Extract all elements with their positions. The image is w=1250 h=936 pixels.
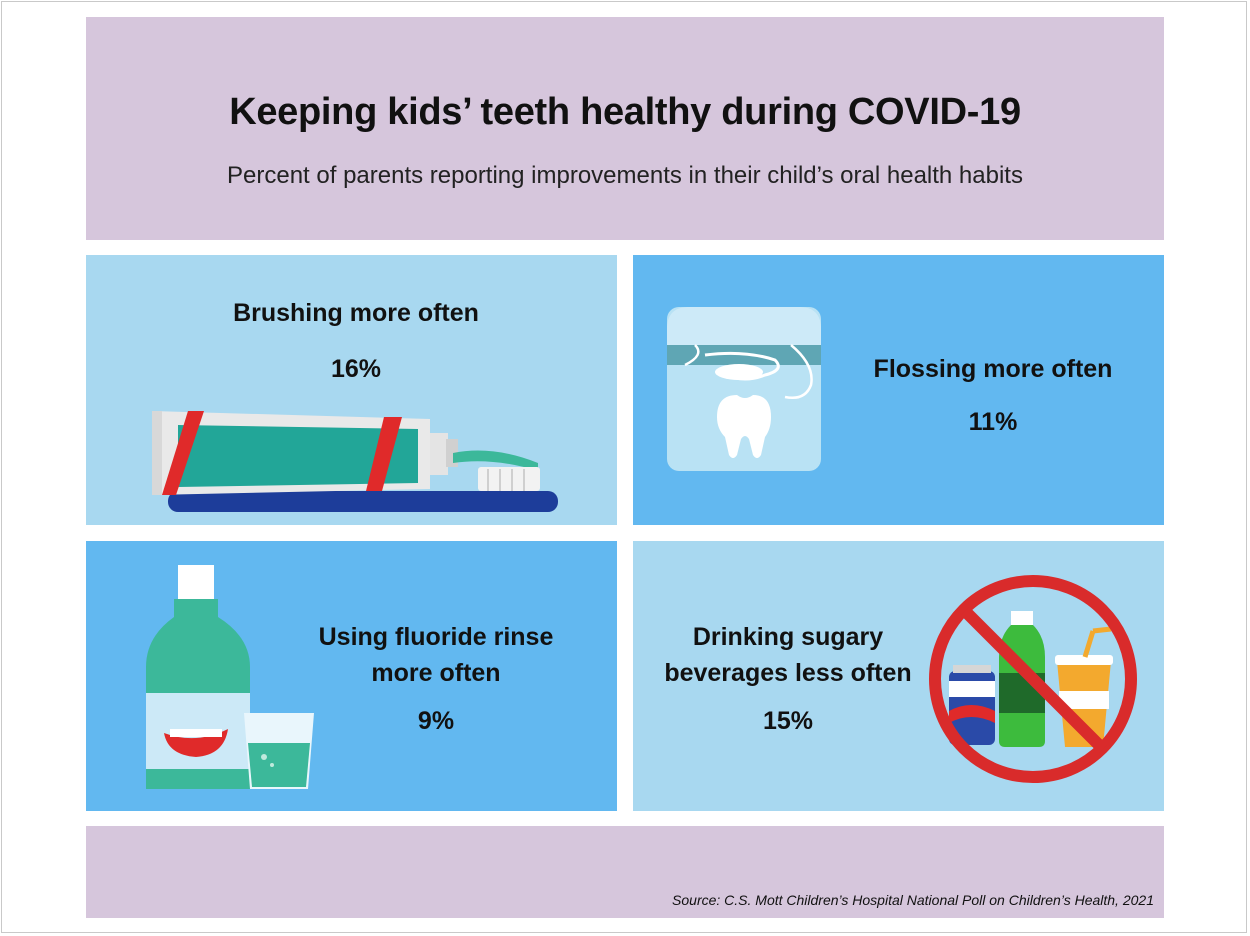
footer-banner: Source: C.S. Mott Children’s Hospital Na… xyxy=(86,826,1164,918)
floss-container-icon xyxy=(667,307,821,471)
fluoride-rinse-percent: 9% xyxy=(417,707,455,735)
page-subtitle: Percent of parents reporting improvement… xyxy=(227,162,1023,189)
brushing-label: Brushing more often xyxy=(233,299,479,327)
mouthwash-icon xyxy=(146,565,314,789)
sugary-beverages-label-line2: beverages less often xyxy=(664,659,912,687)
no-sugary-drinks-icon xyxy=(929,575,1137,783)
flossing-percent: 11% xyxy=(968,408,1018,436)
page-title: Keeping kids’ teeth healthy during COVID… xyxy=(229,91,1021,133)
toothpaste-toothbrush-icon xyxy=(152,411,558,512)
sugary-beverages-label-line1: Drinking sugary xyxy=(692,623,884,651)
panel-brushing: Brushing more often 16% xyxy=(86,255,617,525)
source-citation: Source: C.S. Mott Children’s Hospital Na… xyxy=(672,892,1154,908)
fluoride-rinse-label-line1: Using fluoride rinse xyxy=(318,623,554,651)
panel-fluoride-rinse: Using fluoride rinse more often 9% xyxy=(86,541,617,811)
brushing-percent: 16% xyxy=(330,355,382,383)
panel-sugary-beverages: Drinking sugary beverages less often 15% xyxy=(633,541,1164,811)
sugary-beverages-percent: 15% xyxy=(762,707,814,735)
fluoride-rinse-label-line2: more often xyxy=(371,659,501,687)
flossing-label: Flossing more often xyxy=(873,355,1113,383)
panel-flossing: Flossing more often 11% xyxy=(633,255,1164,525)
header-banner: Keeping kids’ teeth healthy during COVID… xyxy=(86,17,1164,240)
